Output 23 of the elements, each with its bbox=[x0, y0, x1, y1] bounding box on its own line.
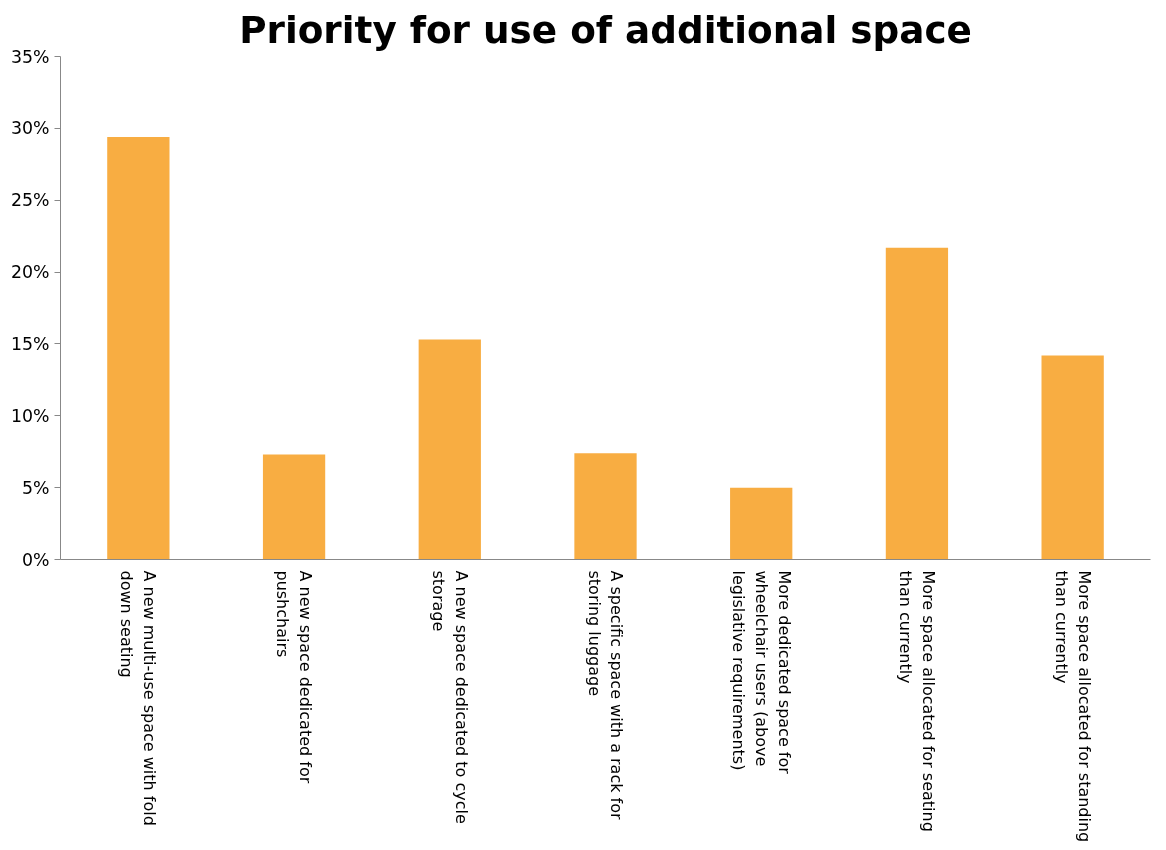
bar bbox=[730, 487, 793, 560]
x-tick-label: A specific space with a rack for storing luggage bbox=[584, 570, 627, 820]
x-tick-label: More dedicated space for wheelchair users (above legislative requirements) bbox=[728, 570, 794, 775]
bar bbox=[418, 339, 481, 560]
bar bbox=[262, 454, 326, 560]
bar bbox=[1041, 355, 1104, 560]
x-tick-label: More space allocated for seating than currently bbox=[896, 570, 938, 832]
x-tick-label: A new space dedicated for pushchairs bbox=[273, 570, 315, 784]
x-tick-label: A new space dedicated to cycle storage bbox=[428, 570, 471, 824]
y-tick-label: 30% bbox=[10, 118, 50, 139]
x-tick-label: A new multi-use space with fold down seating bbox=[117, 570, 160, 826]
bar bbox=[574, 453, 637, 560]
y-tick-label: 10% bbox=[10, 405, 50, 426]
y-tick-label: 35% bbox=[10, 46, 50, 67]
y-tick-label: 20% bbox=[10, 262, 50, 283]
y-tick-label: 5% bbox=[22, 477, 50, 498]
x-tick-label: More space allocated for standing than currently bbox=[1051, 570, 1094, 843]
y-tick-label: 25% bbox=[10, 190, 50, 211]
y-tick-label: 15% bbox=[10, 333, 50, 354]
bar bbox=[107, 136, 170, 560]
y-tick-label: 0% bbox=[22, 549, 50, 570]
chart-title: Priority for use of additional space bbox=[239, 7, 972, 52]
bar bbox=[885, 247, 949, 560]
